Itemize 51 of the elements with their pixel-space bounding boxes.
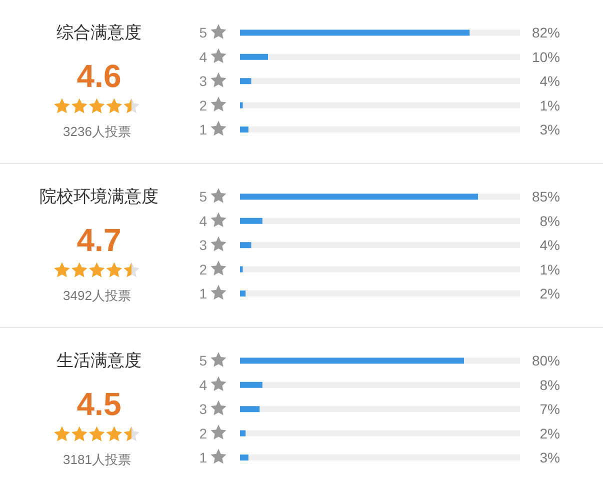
bar (240, 454, 248, 460)
text: 4.5 (76, 386, 122, 422)
text: 3181人投票 (63, 452, 131, 467)
bar (240, 406, 260, 412)
text: 4.7 (76, 222, 122, 258)
data-label: 4% (540, 237, 560, 254)
text: 院校环境满意度 (40, 187, 158, 206)
text: 生活满意度 (56, 351, 142, 370)
bar (240, 102, 243, 108)
data-label: 2% (540, 286, 560, 302)
y-tick-label: 4 (199, 376, 208, 393)
y-tick-label: 3 (199, 73, 208, 90)
bar (240, 382, 262, 388)
data-label: 1% (540, 261, 560, 278)
y-tick-label: 5 (199, 188, 208, 205)
data-label: 8% (540, 376, 560, 393)
bar (240, 54, 268, 60)
data-label: 3% (540, 450, 560, 466)
y-tick-label: 2 (199, 261, 208, 278)
y-tick-label: 5 (199, 352, 208, 369)
y-tick-label: 4 (199, 48, 208, 65)
bar (240, 78, 252, 84)
y-tick-label: 1 (199, 450, 208, 466)
bar (240, 126, 248, 132)
y-tick-label: 5 (199, 24, 208, 41)
text: 综合满意度 (56, 23, 142, 42)
bar (240, 266, 243, 272)
bar (240, 218, 262, 224)
data-label: 4% (540, 73, 560, 90)
bar (240, 430, 246, 436)
data-label: 80% (532, 352, 560, 369)
bar (240, 290, 246, 296)
data-label: 85% (532, 188, 560, 205)
data-label: 8% (540, 212, 560, 229)
data-label: 82% (532, 24, 560, 41)
y-tick-label: 4 (199, 212, 208, 229)
data-label: 10% (532, 48, 560, 65)
text: 4.6 (76, 58, 122, 94)
data-label: 1% (540, 97, 560, 114)
data-label: 3% (540, 122, 560, 138)
y-tick-label: 1 (199, 286, 208, 302)
y-tick-label: 3 (199, 401, 208, 418)
text: 3236人投票 (63, 124, 131, 139)
bar (240, 242, 252, 248)
data-label: 2% (540, 425, 560, 442)
y-tick-label: 2 (199, 97, 208, 114)
y-tick-label: 2 (199, 425, 208, 442)
y-tick-label: 1 (199, 122, 208, 138)
y-tick-label: 3 (199, 237, 208, 254)
data-label: 7% (540, 401, 560, 418)
text: 3492人投票 (63, 288, 131, 303)
